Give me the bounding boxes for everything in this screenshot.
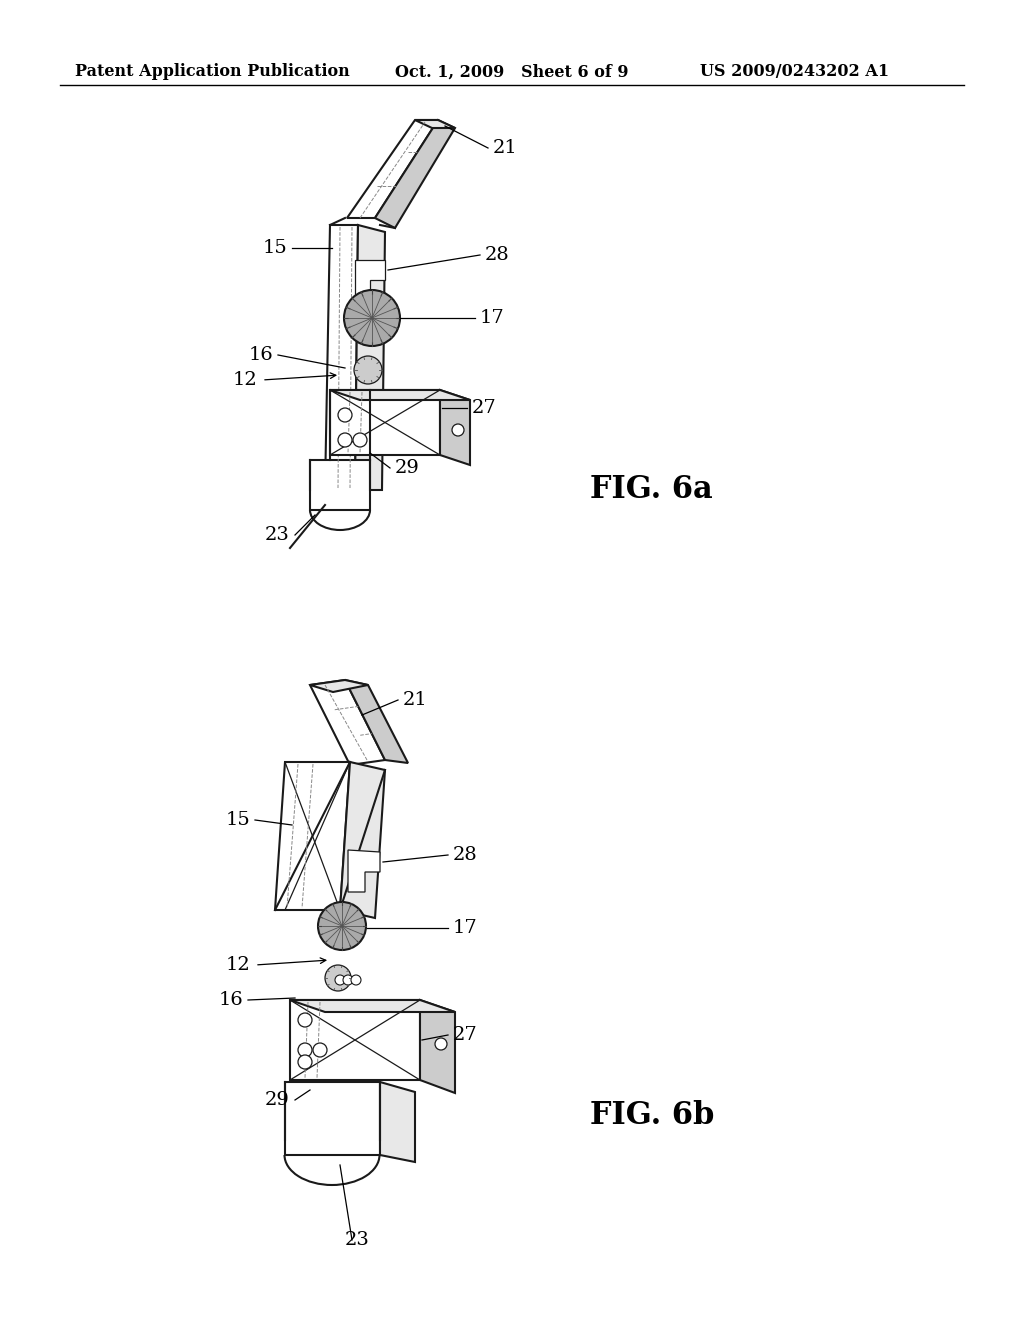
Text: 27: 27 — [472, 399, 497, 417]
Polygon shape — [330, 389, 470, 400]
Text: 28: 28 — [485, 246, 510, 264]
Text: 29: 29 — [265, 1092, 290, 1109]
Text: 16: 16 — [248, 346, 273, 364]
Polygon shape — [375, 120, 455, 228]
Circle shape — [353, 433, 367, 447]
Circle shape — [325, 965, 351, 991]
Polygon shape — [285, 1082, 380, 1155]
Polygon shape — [290, 1001, 455, 1012]
Circle shape — [354, 356, 382, 384]
Polygon shape — [380, 1082, 415, 1162]
Text: 15: 15 — [262, 239, 287, 257]
Text: 21: 21 — [493, 139, 518, 157]
Polygon shape — [347, 120, 438, 218]
Polygon shape — [440, 389, 470, 465]
Text: FIG. 6a: FIG. 6a — [590, 474, 713, 506]
Polygon shape — [330, 389, 440, 455]
Polygon shape — [420, 1001, 455, 1093]
Polygon shape — [310, 680, 368, 692]
Polygon shape — [290, 1001, 420, 1080]
Text: 17: 17 — [480, 309, 505, 327]
Polygon shape — [345, 680, 408, 763]
Text: 21: 21 — [403, 690, 428, 709]
Circle shape — [298, 1043, 312, 1057]
Text: 29: 29 — [395, 459, 420, 477]
Circle shape — [435, 1038, 447, 1049]
Polygon shape — [310, 459, 370, 510]
Polygon shape — [355, 224, 385, 490]
Circle shape — [338, 408, 352, 422]
Circle shape — [344, 290, 400, 346]
Text: 12: 12 — [225, 956, 250, 974]
Text: US 2009/0243202 A1: US 2009/0243202 A1 — [700, 63, 889, 81]
Polygon shape — [415, 120, 455, 128]
Polygon shape — [355, 260, 385, 300]
Circle shape — [298, 1055, 312, 1069]
Polygon shape — [310, 680, 385, 766]
Circle shape — [298, 1012, 312, 1027]
Text: 27: 27 — [453, 1026, 478, 1044]
Polygon shape — [348, 850, 380, 892]
Circle shape — [343, 975, 353, 985]
Circle shape — [313, 1043, 327, 1057]
Text: 17: 17 — [453, 919, 478, 937]
Text: 12: 12 — [232, 371, 257, 389]
Text: Oct. 1, 2009   Sheet 6 of 9: Oct. 1, 2009 Sheet 6 of 9 — [395, 63, 629, 81]
Circle shape — [338, 433, 352, 447]
Text: 23: 23 — [265, 525, 290, 544]
Text: FIG. 6b: FIG. 6b — [590, 1100, 715, 1130]
Polygon shape — [340, 762, 385, 917]
Polygon shape — [275, 762, 350, 909]
Text: 23: 23 — [345, 1232, 370, 1249]
Polygon shape — [325, 224, 358, 490]
Text: 28: 28 — [453, 846, 478, 865]
Circle shape — [318, 902, 366, 950]
Text: Patent Application Publication: Patent Application Publication — [75, 63, 350, 81]
Circle shape — [335, 975, 345, 985]
Circle shape — [452, 424, 464, 436]
Text: 15: 15 — [225, 810, 250, 829]
Circle shape — [351, 975, 361, 985]
Text: 16: 16 — [218, 991, 243, 1008]
